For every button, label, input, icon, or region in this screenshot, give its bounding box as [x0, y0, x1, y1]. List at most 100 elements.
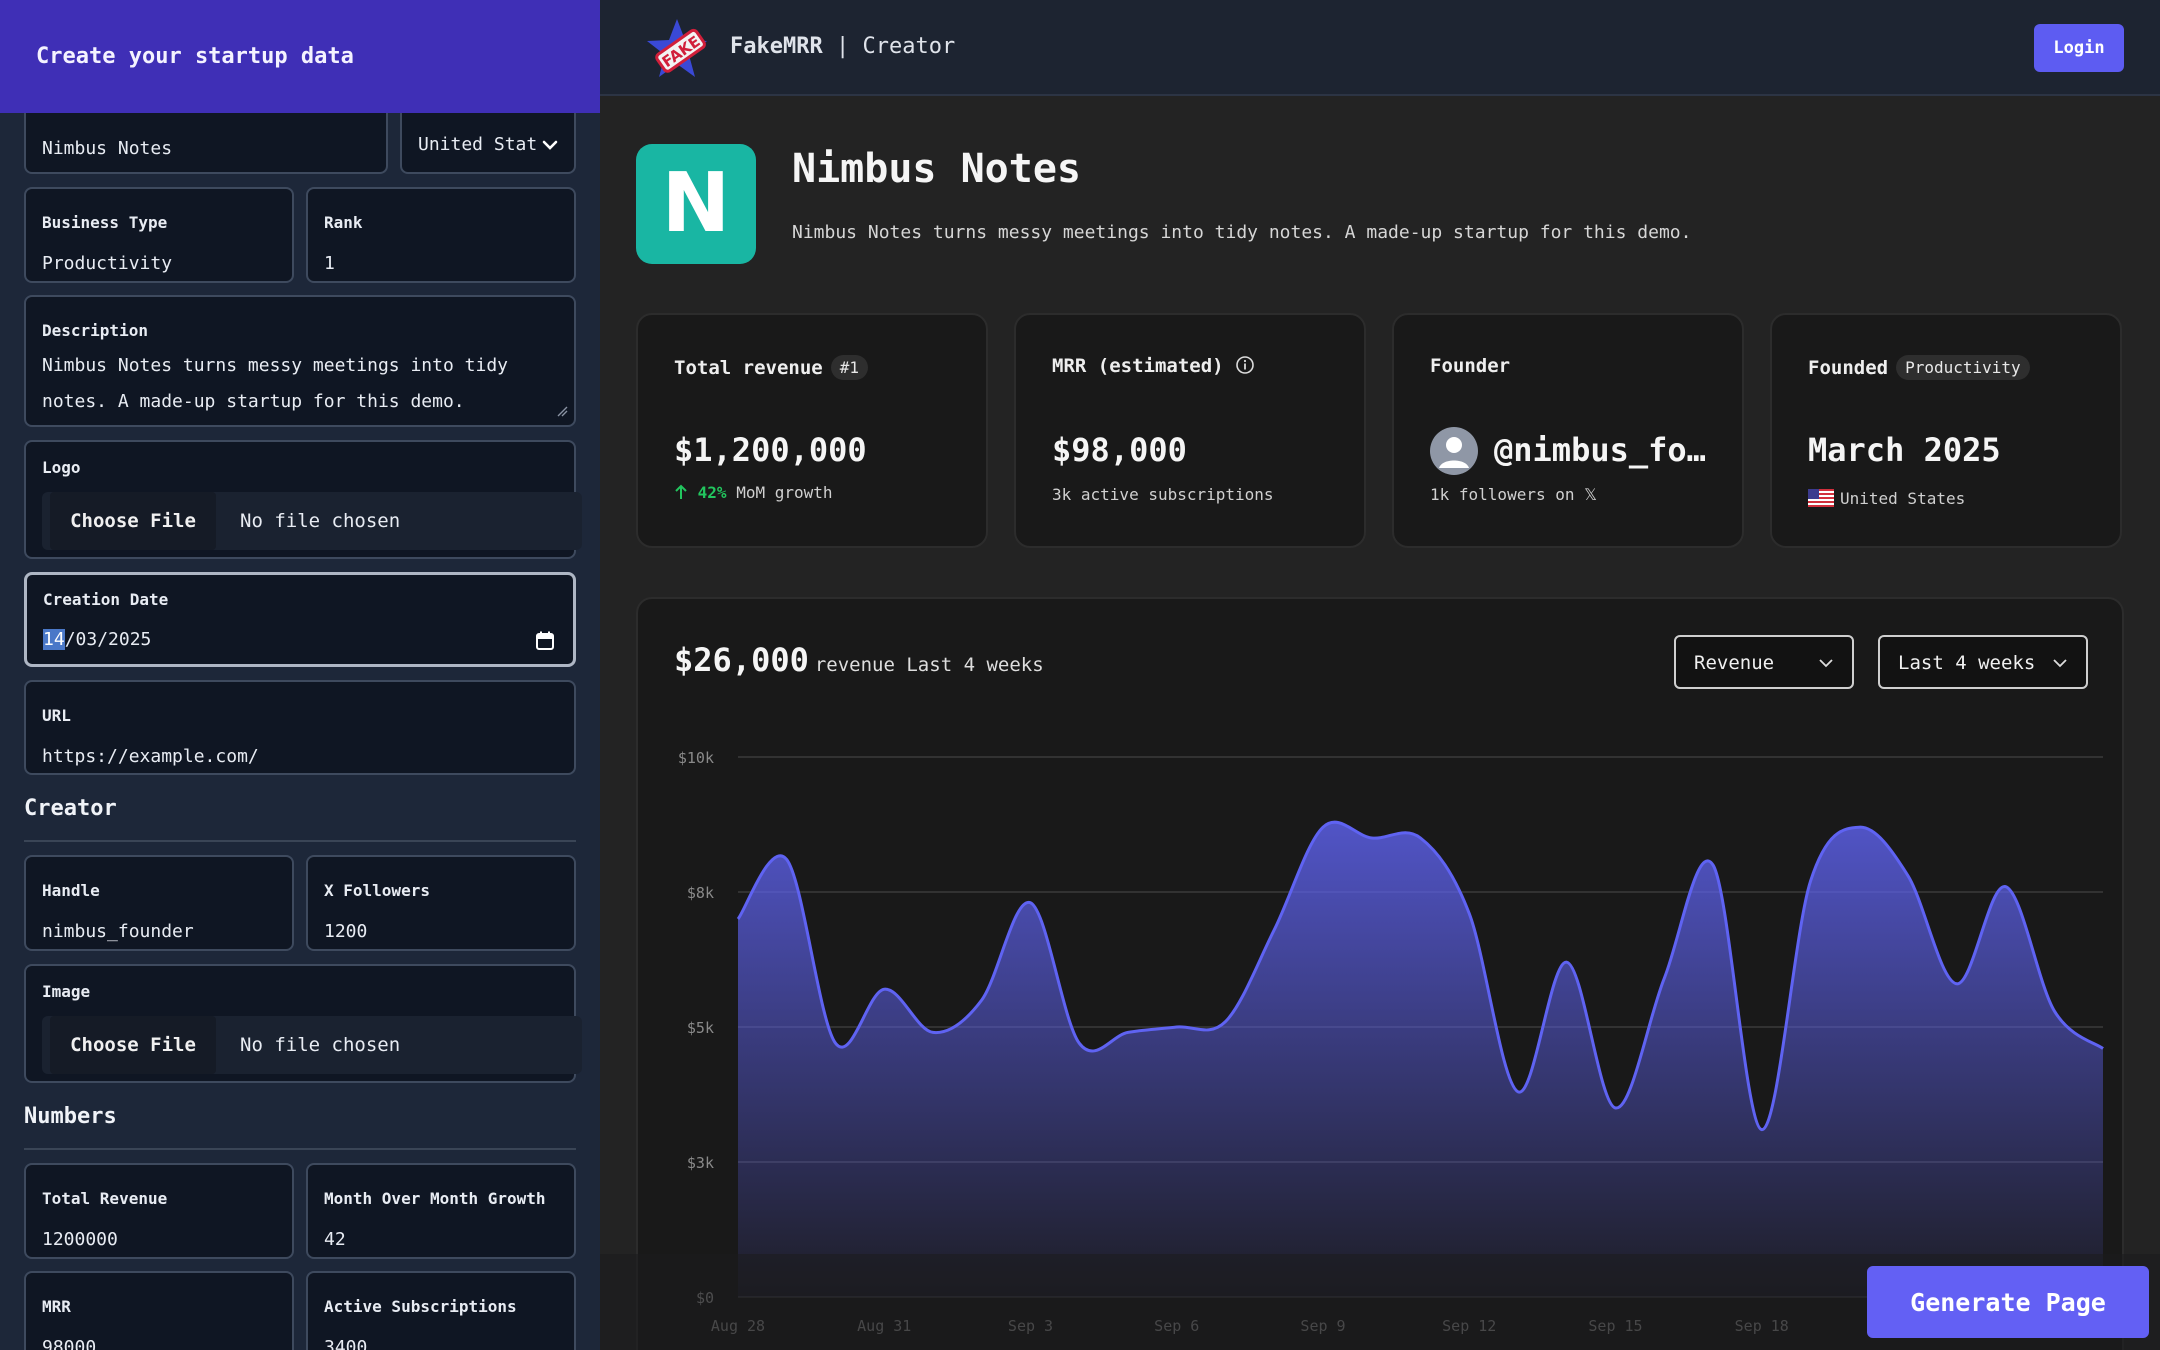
growth-percent: 42%: [697, 483, 727, 502]
startup-logo: N: [636, 144, 756, 264]
top-bar: FAKE FakeMRR | Creator Login: [600, 0, 2160, 96]
mrr-card-value: $98,000: [1052, 431, 1187, 469]
revenue-series-line: [736, 820, 2104, 1132]
y-tick-label: $8k: [687, 884, 714, 902]
handle-label: Handle: [42, 881, 100, 900]
generate-page-button[interactable]: Generate Page: [1867, 1266, 2149, 1338]
chart-total: $26,000 revenue Last 4 weeks: [674, 641, 1044, 679]
mrr-label: MRR: [42, 1297, 71, 1316]
chart-subtitle: revenue Last 4 weeks: [814, 654, 1044, 676]
y-tick-label: $3k: [687, 1154, 714, 1172]
chevron-down-icon: [2053, 659, 2067, 668]
revenue-chart-panel: $26,000 revenue Last 4 weeks Revenue Last…: [636, 597, 2124, 1350]
mom-growth-value: 42: [324, 1229, 346, 1250]
logo-choose-file-button[interactable]: Choose File: [50, 492, 216, 550]
logo-file-status: No file chosen: [240, 510, 401, 532]
business-type-field[interactable]: Business Type Productivity: [24, 187, 294, 283]
mrr-value: 98000: [42, 1337, 97, 1350]
active-subscriptions-label: Active Subscriptions: [324, 1297, 517, 1316]
chevron-down-icon: [1819, 659, 1833, 668]
mom-growth-label: Month Over Month Growth: [324, 1189, 546, 1208]
total-revenue-field[interactable]: Total Revenue 1200000: [24, 1163, 294, 1259]
url-value: https://example.com/: [42, 746, 259, 767]
x-followers-label: X Followers: [324, 881, 430, 900]
rank-badge: #1: [830, 355, 868, 380]
metric-select[interactable]: Revenue: [1674, 635, 1854, 689]
y-tick-label: $10k: [678, 749, 714, 767]
rank-field[interactable]: Rank 1: [306, 187, 576, 283]
revenue-area-fill: [738, 822, 2103, 1297]
metric-select-value: Revenue: [1694, 652, 1775, 674]
founded-card-country: United States: [1808, 489, 1965, 508]
founder-card: Founder @nimbus_fo… 1k followers on 𝕏: [1392, 313, 1744, 548]
description-field[interactable]: Description Nimbus Notes turns messy mee…: [24, 295, 576, 427]
founder-card-handle[interactable]: @nimbus_fo…: [1494, 431, 1706, 469]
description-line-1: Nimbus Notes turns messy meetings into t…: [42, 355, 508, 376]
total-revenue-card-growth: 42% MoM growth: [674, 483, 833, 502]
creation-date-field[interactable]: Creation Date 14/03/2025: [24, 572, 576, 667]
total-revenue-label: Total Revenue: [42, 1189, 168, 1208]
logo-file-input[interactable]: Choose File No file chosen: [42, 492, 582, 550]
mom-growth-field[interactable]: Month Over Month Growth 42: [306, 1163, 576, 1259]
range-select-value: Last 4 weeks: [1898, 652, 2036, 674]
total-revenue-card: Total revenue #1 $1,200,000 42% MoM growt…: [636, 313, 988, 548]
brand-section: Creator: [862, 34, 956, 59]
handle-field[interactable]: Handle nimbus_founder: [24, 855, 294, 951]
logo-upload-field: Logo Choose File No file chosen: [24, 440, 582, 559]
info-icon[interactable]: [1235, 355, 1255, 375]
growth-suffix: MoM growth: [736, 483, 833, 502]
mrr-card: MRR (estimated) $98,000 3k active subscr…: [1014, 313, 1366, 548]
x-followers-field[interactable]: X Followers 1200: [306, 855, 576, 951]
name-field-value: Nimbus Notes: [42, 138, 173, 159]
brand-name: FakeMRR: [730, 34, 823, 59]
form-header-title: Create your startup data: [36, 44, 354, 69]
chevron-down-icon: [542, 140, 558, 150]
total-revenue-card-title: Total revenue #1: [674, 355, 868, 380]
creation-date-label: Creation Date: [43, 590, 169, 609]
mrr-card-sub: 3k active subscriptions: [1052, 485, 1274, 504]
resize-handle-icon[interactable]: [556, 405, 568, 417]
active-subscriptions-field[interactable]: Active Subscriptions 3400: [306, 1271, 576, 1350]
handle-value: nimbus_founder: [42, 921, 194, 942]
founder-card-title: Founder: [1430, 355, 1511, 377]
fakemrr-logo[interactable]: FAKE: [644, 16, 710, 82]
creation-date-value: 14/03/2025: [43, 629, 151, 650]
arrow-up-icon: [675, 484, 687, 499]
startup-description: Nimbus Notes turns messy meetings into t…: [792, 222, 1692, 243]
category-badge: Productivity: [1896, 355, 2030, 380]
numbers-divider: [24, 1148, 576, 1150]
founded-card-title: Founded Productivity: [1808, 355, 2030, 380]
creator-divider: [24, 840, 576, 842]
active-subscriptions-value: 3400: [324, 1337, 368, 1350]
url-label: URL: [42, 706, 71, 725]
avatar[interactable]: [1430, 427, 1478, 475]
brand-title: FakeMRR | Creator: [730, 34, 955, 59]
us-flag-icon: [1808, 489, 1834, 507]
business-type-value: Productivity: [42, 253, 173, 274]
calendar-icon[interactable]: [535, 631, 555, 651]
image-choose-file-button[interactable]: Choose File: [50, 1016, 216, 1074]
founder-card-followers: 1k followers on 𝕏: [1430, 485, 1598, 504]
chart-total-value: $26,000: [674, 641, 809, 679]
url-field[interactable]: URL https://example.com/: [24, 680, 576, 775]
mrr-field[interactable]: MRR 98000: [24, 1271, 294, 1350]
x-followers-value: 1200: [324, 921, 368, 942]
image-label: Image: [42, 982, 91, 1001]
form-header: Create your startup data: [0, 0, 600, 113]
creator-section-title: Creator: [24, 796, 117, 821]
startup-name: Nimbus Notes: [792, 146, 1081, 192]
country-select-value: United Stat: [418, 134, 538, 155]
image-file-input[interactable]: Choose File No file chosen: [42, 1016, 582, 1074]
login-button[interactable]: Login: [2034, 24, 2124, 72]
range-select[interactable]: Last 4 weeks: [1878, 635, 2088, 689]
total-revenue-value: 1200000: [42, 1229, 118, 1250]
image-upload-field: Image Choose File No file chosen: [24, 964, 582, 1083]
form-panel: Nimbus Notes United Stat Business Type P…: [0, 0, 600, 1350]
revenue-area-chart[interactable]: $0$3k$5k$8k$10kAug 28Aug 31Sep 3Sep 6Sep…: [638, 599, 2126, 1350]
description-label: Description: [42, 321, 148, 340]
brand-separator: |: [835, 34, 850, 59]
total-revenue-card-value: $1,200,000: [674, 431, 867, 469]
rank-value: 1: [324, 253, 335, 274]
business-type-label: Business Type: [42, 213, 168, 232]
creation-date-rest: /03/2025: [64, 629, 152, 650]
